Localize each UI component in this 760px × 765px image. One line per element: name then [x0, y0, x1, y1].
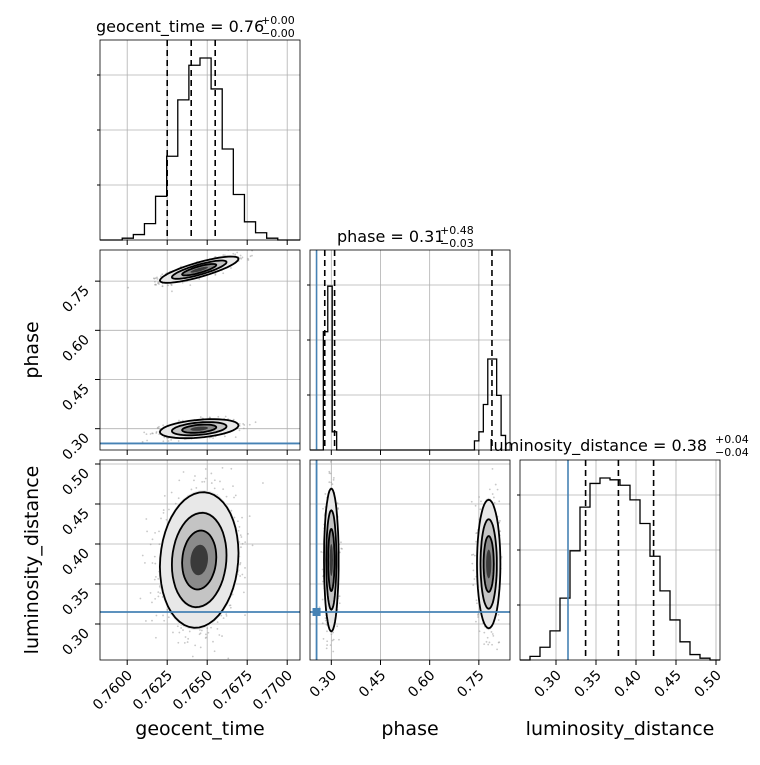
title-luminosity_distance: luminosity_distance = 0.38	[489, 436, 707, 456]
ytick-label-phase-2: 0.60	[59, 332, 92, 365]
frame-p11	[310, 250, 510, 450]
xtick-label-geocent_time-2: 0.7650	[170, 668, 216, 714]
title-phase-plus: +0.48	[440, 224, 474, 237]
xlabel-luminosity_distance: luminosity_distance	[526, 718, 715, 740]
xtick-label-luminosity_distance-0: 0.30	[531, 668, 564, 701]
xtick-label-phase-3: 0.75	[454, 668, 487, 701]
title-geocent_time: geocent_time = 0.76	[96, 17, 264, 37]
ytick-label-luminosity_distance-0: 0.30	[59, 626, 92, 659]
diag-panel-phase	[310, 250, 510, 450]
xlabel-geocent_time: geocent_time	[135, 718, 264, 740]
ytick-label-phase-0: 0.30	[59, 430, 92, 463]
xtick-label-luminosity_distance-2: 0.40	[611, 668, 644, 701]
ytick-label-luminosity_distance-3: 0.45	[59, 506, 92, 539]
histogram-phase	[310, 286, 510, 450]
xtick-label-luminosity_distance-1: 0.35	[571, 668, 604, 701]
ylabel-phase: phase	[21, 321, 43, 378]
title-luminosity_distance-minus: −0.04	[715, 446, 749, 459]
title-geocent_time-minus: −0.00	[261, 27, 295, 40]
xtick-label-geocent_time-0: 0.7600	[90, 668, 136, 714]
ytick-label-luminosity_distance-1: 0.35	[59, 586, 92, 619]
2d-panel-geocent_time-luminosity_distance	[100, 460, 300, 664]
frame-p22	[520, 460, 720, 660]
diag-panel-luminosity_distance	[520, 460, 720, 660]
histogram-luminosity_distance	[520, 478, 720, 660]
title-phase: phase = 0.31	[337, 227, 444, 246]
histogram-geocent_time	[100, 58, 300, 240]
xtick-label-phase-1: 0.45	[356, 668, 389, 701]
frame-p00	[100, 40, 300, 240]
title-luminosity_distance-plus: +0.04	[715, 433, 749, 446]
phase-distance-left-density-3	[330, 544, 333, 576]
xtick-label-luminosity_distance-4: 0.50	[691, 668, 724, 701]
2d-panel-phase-luminosity_distance	[310, 460, 510, 664]
ytick-label-luminosity_distance-4: 0.50	[59, 466, 92, 499]
title-phase-minus: −0.03	[440, 237, 474, 250]
xtick-label-phase-0: 0.30	[307, 668, 340, 701]
truth-marker	[313, 608, 321, 616]
xtick-label-luminosity_distance-3: 0.45	[651, 668, 684, 701]
phase-distance-right-density-3	[486, 550, 491, 579]
xtick-label-geocent_time-3: 0.7675	[210, 668, 256, 714]
ytick-label-luminosity_distance-2: 0.40	[59, 546, 92, 579]
ylabel-luminosity_distance: luminosity_distance	[21, 466, 43, 655]
2d-panel-geocent_time-phase	[100, 249, 300, 450]
xtick-label-geocent_time-4: 0.7700	[250, 668, 296, 714]
ytick-label-phase-3: 0.75	[59, 283, 92, 316]
xtick-label-geocent_time-1: 0.7625	[130, 668, 176, 714]
diag-panel-geocent_time	[100, 40, 300, 240]
ytick-label-phase-1: 0.45	[59, 381, 92, 414]
title-geocent_time-plus: +0.00	[261, 14, 295, 27]
xlabel-phase: phase	[381, 718, 438, 740]
xtick-label-phase-2: 0.60	[405, 668, 438, 701]
